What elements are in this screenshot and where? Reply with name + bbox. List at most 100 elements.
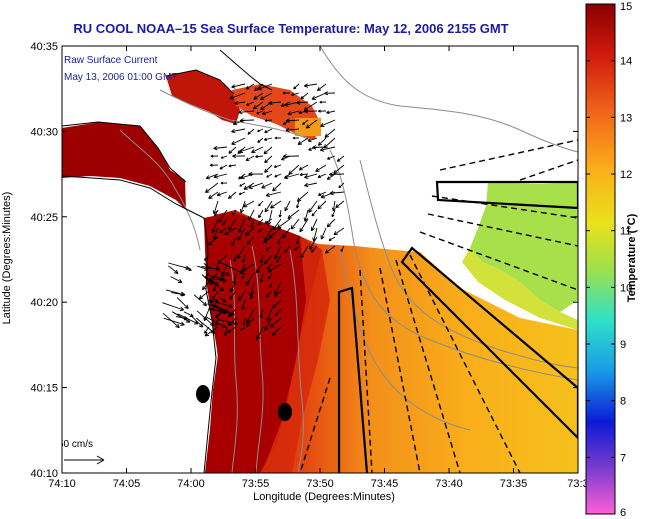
current-vector	[208, 191, 219, 199]
current-vector	[333, 164, 345, 174]
current-vector	[308, 200, 318, 213]
current-vector	[293, 83, 300, 90]
current-vector	[213, 145, 228, 151]
sst-cool-fringe	[462, 248, 578, 330]
current-vector	[304, 173, 318, 179]
current-vector	[231, 137, 246, 145]
y-tick-label: 40:20	[30, 297, 58, 309]
current-vector	[233, 254, 237, 262]
x-tick-label: 73:40	[435, 478, 463, 490]
current-vector	[204, 326, 219, 337]
current-vector	[266, 173, 273, 178]
current-vector	[238, 290, 246, 301]
current-vector	[311, 209, 318, 217]
current-vector	[236, 245, 246, 260]
current-vector	[218, 296, 227, 303]
current-vector	[205, 173, 219, 180]
current-vector	[216, 191, 228, 197]
current-vector	[283, 173, 300, 180]
current-vector	[258, 227, 264, 233]
bathymetry-contours	[119, 46, 578, 473]
current-vector	[232, 153, 246, 159]
current-vector	[214, 209, 219, 217]
current-vector	[229, 92, 246, 100]
current-vector	[296, 191, 309, 202]
no-data-area	[322, 110, 578, 246]
current-vector	[299, 172, 309, 177]
current-vector	[204, 182, 219, 194]
current-vector	[259, 92, 273, 100]
current-vector	[271, 326, 282, 336]
current-vector	[285, 127, 300, 133]
current-vector	[287, 110, 300, 116]
radial-beam-south	[337, 286, 369, 473]
current-vector	[205, 316, 227, 328]
current-vector	[305, 119, 318, 129]
current-vector	[312, 145, 327, 150]
current-vector	[317, 191, 327, 196]
current-vector	[231, 83, 246, 89]
current-vector	[317, 109, 327, 113]
current-vector	[288, 164, 300, 175]
current-vector	[297, 137, 309, 145]
x-tick-label: 73:55	[242, 478, 270, 490]
current-vector	[250, 218, 255, 229]
x-tick-label: 73:35	[500, 478, 528, 490]
current-vector	[267, 263, 282, 273]
current-vector	[212, 227, 219, 240]
scale-label: 50 cm/s	[58, 439, 93, 450]
current-vector	[292, 136, 300, 140]
colorbar-tick-label: 11	[620, 226, 631, 238]
current-vector	[317, 173, 327, 179]
current-vector	[287, 209, 300, 219]
colorbar-tick-label: 7	[620, 452, 626, 464]
current-vector	[276, 218, 291, 229]
current-vector	[228, 146, 237, 154]
current-vector	[203, 262, 211, 270]
current-vector	[264, 155, 273, 164]
current-vector	[269, 281, 273, 288]
colorbar-tick-label: 13	[620, 112, 632, 124]
current-vector	[204, 254, 210, 261]
current-vector	[237, 218, 246, 233]
current-vector	[238, 191, 246, 196]
plot-area: Raw Surface Current May 13, 2006 01:00 G…	[58, 46, 578, 473]
current-vector	[274, 290, 282, 297]
colorbar-ticks: 15 14 13 12 11 10 9 8 7 6	[586, 1, 632, 519]
current-vector	[242, 254, 246, 263]
current-vector	[268, 227, 282, 239]
current-vector	[246, 236, 255, 245]
current-vector	[266, 308, 273, 322]
radar-site-2	[278, 403, 292, 421]
current-vector	[245, 83, 255, 90]
sst-warm-nearshore	[204, 212, 322, 473]
current-vector	[303, 83, 318, 88]
current-vector	[196, 317, 216, 334]
current-vector	[317, 200, 327, 210]
current-vector	[295, 236, 300, 245]
y-axis: 40:35 40:30 40:25 40:20 40:15 40:10	[30, 41, 578, 480]
current-vector	[217, 254, 228, 265]
current-vector	[324, 245, 336, 254]
scale-arrow	[64, 455, 105, 465]
current-vector	[335, 200, 345, 209]
current-vector	[231, 236, 237, 247]
current-vector	[229, 281, 237, 293]
current-vector	[274, 245, 282, 260]
current-vector	[272, 218, 282, 231]
current-vector	[211, 218, 219, 234]
current-vector	[326, 110, 336, 115]
current-vector	[248, 182, 264, 189]
radial-beam-east	[400, 246, 578, 440]
current-vector	[209, 277, 219, 287]
current-vector	[282, 91, 290, 95]
current-vector	[264, 218, 273, 224]
current-vector	[272, 182, 282, 192]
inset-text-line-2: May 13, 2006 01:00 GMT	[64, 72, 177, 83]
current-vector	[273, 164, 282, 169]
current-vector	[183, 311, 194, 317]
colorbar-tick-label: 8	[620, 396, 626, 408]
current-vector	[170, 276, 183, 283]
y-axis-label: Latitude (Degrees:Minutes)	[1, 191, 13, 325]
current-vector	[197, 265, 209, 271]
